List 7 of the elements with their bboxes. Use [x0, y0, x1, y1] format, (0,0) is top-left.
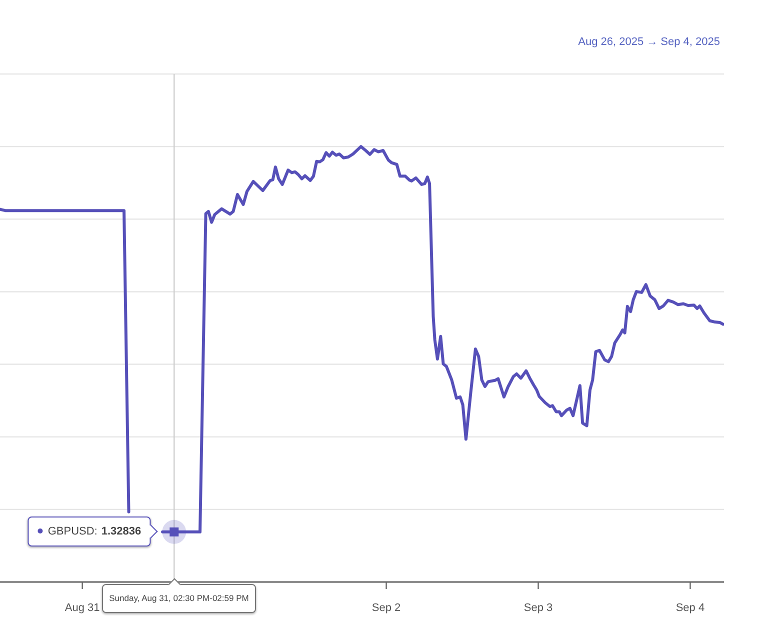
- x-tick-label: Sep 3: [524, 602, 553, 614]
- x-tick-label: Sep 4: [676, 602, 705, 614]
- ref-line-label: Sunday, Aug 31, 02:30 PM-02:59 PM: [109, 593, 249, 603]
- x-tick-label: Aug 31: [64, 602, 100, 614]
- annotation: GBPUSD: 1.32836: [48, 525, 142, 538]
- x-tick-label: Sep 2: [372, 602, 401, 614]
- chart-subtitle: Aug 26, 2025 → Sep 4, 2025: [578, 36, 720, 48]
